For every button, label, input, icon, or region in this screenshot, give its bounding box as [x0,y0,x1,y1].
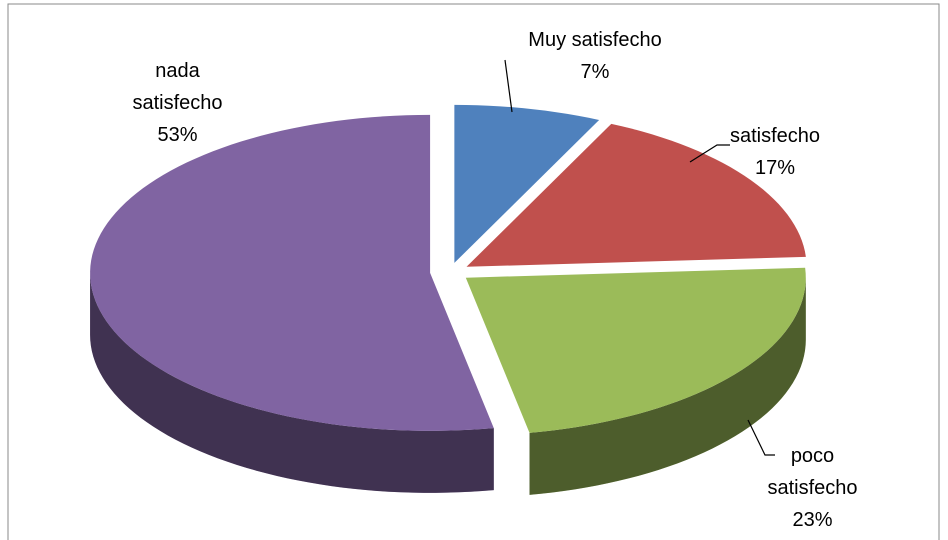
leader-line [747,419,775,456]
pie [90,104,806,495]
value-label: 17% [754,157,796,179]
slice-label: poco satisfecho 23% [755,440,870,536]
value-label: 23% [792,509,833,531]
category-label: poco satisfecho [767,445,858,499]
value-label: 7% [580,61,610,83]
slice-label: Muy satisfecho 7% [490,24,700,88]
category-label: satisfecho [729,125,821,147]
value-label: 53% [157,124,198,146]
pie-slice [90,114,494,431]
pie-slice-shade [90,272,494,493]
category-label: Muy satisfecho [528,29,662,51]
pie-slice [466,123,806,267]
slice-label: satisfecho 17% [700,120,850,184]
leader-line [504,59,513,113]
pie-slice [465,267,806,433]
leader-line [689,144,730,163]
pie-slice [454,104,600,263]
category-label: nada satisfecho [132,60,223,114]
pie-slice-shade [529,277,806,495]
slice-label: nada satisfecho 53% [120,55,235,151]
